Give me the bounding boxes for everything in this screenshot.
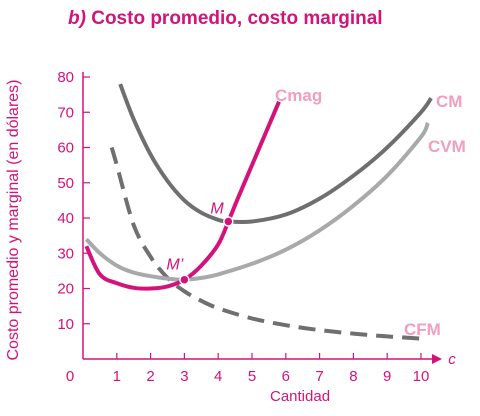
x-tick-label: 3 xyxy=(180,368,188,385)
x-axis-label: Cantidad xyxy=(270,388,331,405)
x-tick-label: 5 xyxy=(248,368,256,385)
series-label-cmag: Cmag xyxy=(275,86,322,105)
x-tick-label: 10 xyxy=(413,368,430,385)
series-label-cm: CM xyxy=(436,92,462,111)
point-label-m: M xyxy=(210,201,224,218)
x-tick-label: 7 xyxy=(315,368,323,385)
y-tick-label: 30 xyxy=(57,245,74,262)
series-line-cmag xyxy=(84,100,281,291)
point-marker-m-prime xyxy=(179,274,190,285)
x-tick-label: 2 xyxy=(146,368,154,385)
y-tick-label: 20 xyxy=(57,281,74,298)
y-tick-label: 40 xyxy=(57,210,74,227)
y-tick-label: 70 xyxy=(57,104,74,121)
x-tick-label: 6 xyxy=(282,368,290,385)
x-tick-label: 1 xyxy=(113,368,121,385)
series-label-cfm: CFM xyxy=(404,320,441,339)
x-axis-end-label: c xyxy=(448,351,456,368)
x-tick-label: 0 xyxy=(66,368,74,385)
y-tick-label: 80 xyxy=(57,69,74,86)
x-tick-label: 9 xyxy=(383,368,391,385)
x-tick-label: 8 xyxy=(349,368,357,385)
y-tick-label: 60 xyxy=(57,140,74,157)
series-line-cvm xyxy=(84,121,430,282)
point-marker-m xyxy=(223,216,234,227)
point-label-m-prime: M’ xyxy=(166,257,183,274)
series-line-cfm xyxy=(109,146,422,341)
chart-title-prefix: b) xyxy=(68,8,86,29)
chart-title-text: Costo promedio, costo marginal xyxy=(91,8,383,29)
chart-title: b) Costo promedio, costo marginal xyxy=(68,8,383,30)
series-label-cvm: CVM xyxy=(428,137,466,156)
x-tick-label: 4 xyxy=(214,368,222,385)
y-tick-label: 50 xyxy=(57,175,74,192)
y-tick-label: 10 xyxy=(57,316,74,333)
